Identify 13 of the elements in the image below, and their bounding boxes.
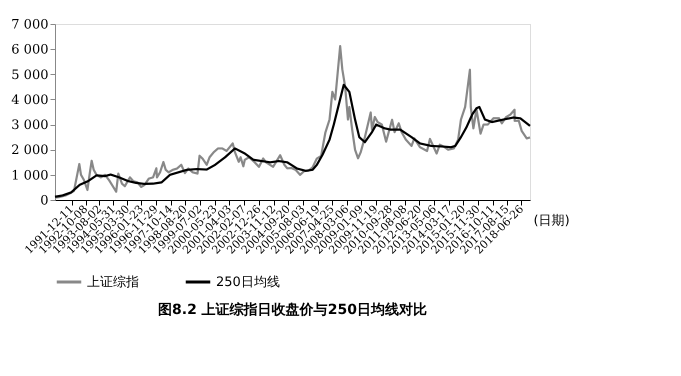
y-tick-label: 6 000 xyxy=(11,42,48,58)
y-tick-label: 5 000 xyxy=(11,68,48,83)
line-series xyxy=(54,84,532,198)
y-tick-label: 7 000 xyxy=(11,18,48,32)
text: 图8.2 上证综指日收盘价与250日均线对比 xyxy=(158,301,427,318)
y-tick-label: 1 000 xyxy=(11,168,48,184)
y-tick-label: 3 000 xyxy=(11,118,48,134)
y-tick-label: 4 000 xyxy=(11,92,48,108)
y-tick-label: 0 xyxy=(40,194,48,208)
legend-label: 上证综指 xyxy=(87,275,139,290)
y-tick-label: 2 000 xyxy=(11,143,48,158)
x-axis-title: (日期) xyxy=(534,214,570,228)
legend-label: 250日均线 xyxy=(216,275,280,290)
